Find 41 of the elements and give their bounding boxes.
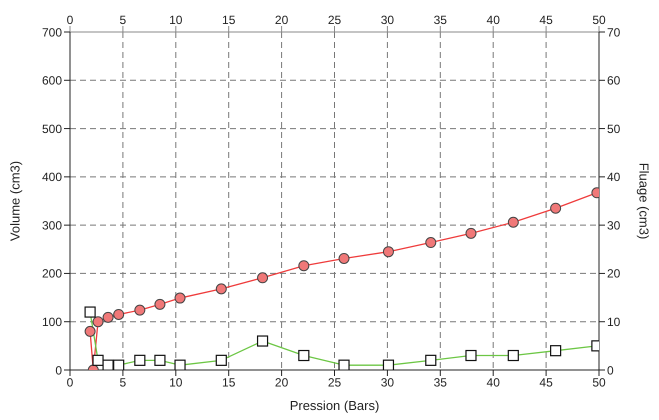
- y-tick-label: 400: [42, 170, 62, 184]
- x-tick-label: 25: [328, 13, 342, 27]
- y-tick-label: 500: [42, 122, 62, 136]
- x-tick-label: 40: [486, 13, 500, 27]
- x2-tick-label: 10: [169, 376, 183, 390]
- x2-tick-label: 30: [380, 376, 394, 390]
- x2-tick-label: 35: [434, 376, 448, 390]
- x-tick-label: 0: [66, 13, 74, 27]
- y-tick-label: 300: [42, 218, 62, 232]
- x2-tick-label: 15: [222, 376, 236, 390]
- y-tick-label: 0: [55, 363, 62, 378]
- y-axis-title: Volume (cm3): [8, 160, 23, 242]
- x-tick-label: 5: [120, 13, 127, 27]
- y-tick-label: 100: [42, 314, 62, 329]
- y2-tick-label: 70: [607, 25, 621, 40]
- x2-tick-label: 50: [592, 376, 606, 390]
- x2-tick-label: 45: [539, 376, 554, 390]
- x2-tick-label: 0: [66, 376, 74, 390]
- y2-tick-label: 20: [607, 266, 621, 281]
- x-tick-label: 45: [539, 13, 554, 27]
- x2-tick-label: 20: [274, 376, 289, 390]
- x-axis-title: Pression (Bars): [290, 398, 380, 413]
- x-tick-label: 15: [222, 13, 236, 27]
- x2-tick-label: 40: [486, 376, 500, 390]
- y2-tick-label: 10: [607, 314, 621, 329]
- x-tick-label: 35: [434, 13, 448, 27]
- y2-tick-label: 40: [607, 170, 621, 184]
- y-tick-label: 200: [42, 266, 62, 281]
- y2-tick-label: 60: [607, 74, 621, 88]
- y-tick-label: 700: [42, 25, 62, 40]
- x2-tick-label: 5: [120, 376, 127, 390]
- x-tick-label: 20: [274, 13, 289, 27]
- x2-tick-label: 25: [328, 376, 342, 390]
- y-tick-label: 600: [42, 74, 62, 88]
- x-tick-label: 10: [169, 13, 183, 27]
- y2-tick-label: 30: [607, 218, 621, 232]
- x-tick-label: 50: [592, 13, 606, 27]
- y2-axis-title: Fluage (cm3): [636, 162, 652, 240]
- y2-tick-label: 50: [607, 122, 621, 136]
- x-tick-label: 30: [380, 13, 394, 27]
- y2-tick-label: 0: [607, 363, 614, 378]
